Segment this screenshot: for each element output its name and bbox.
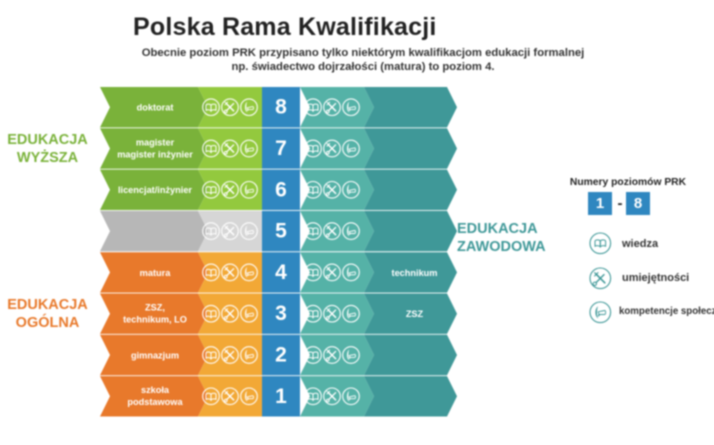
svg-text:doktorat: doktorat <box>137 103 174 113</box>
svg-text:1: 1 <box>275 385 287 408</box>
svg-text:3: 3 <box>275 302 287 325</box>
svg-text:8: 8 <box>275 96 287 119</box>
svg-text:ZSZ,: ZSZ, <box>145 303 165 313</box>
svg-text:7: 7 <box>275 137 287 160</box>
svg-text:4: 4 <box>275 261 287 284</box>
svg-text:technikum: technikum <box>392 268 438 278</box>
svg-text:magister: magister <box>136 137 175 147</box>
svg-text:szkoła: szkoła <box>141 385 170 395</box>
svg-text:ZSZ: ZSZ <box>406 309 424 319</box>
svg-text:gimnazjum: gimnazjum <box>131 350 179 360</box>
svg-text:2: 2 <box>275 344 287 367</box>
svg-text:5: 5 <box>275 220 287 243</box>
svg-text:6: 6 <box>275 178 287 201</box>
svg-text:magister inżynier: magister inżynier <box>117 149 193 159</box>
svg-text:matura: matura <box>140 268 172 278</box>
svg-text:licencjat/inżynier: licencjat/inżynier <box>118 185 192 195</box>
svg-text:podstawowa: podstawowa <box>127 397 183 407</box>
svg-text:technikum, LO: technikum, LO <box>123 315 187 325</box>
